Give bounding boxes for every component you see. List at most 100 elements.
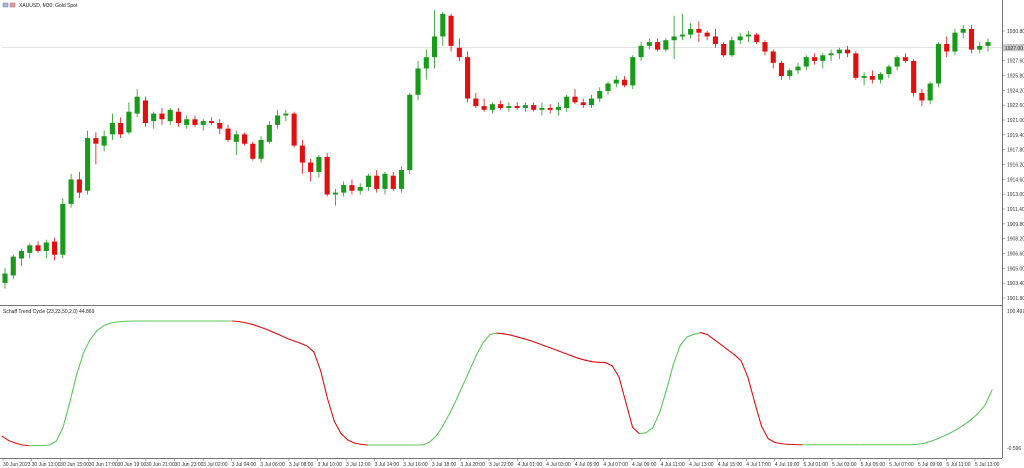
stc-panel[interactable] [1,320,993,447]
candle[interactable] [365,173,372,191]
candle[interactable] [142,96,148,127]
candle[interactable] [688,23,694,39]
candle[interactable] [836,47,842,60]
candle[interactable] [555,102,562,116]
candle[interactable] [423,49,429,80]
candle[interactable] [316,155,322,178]
candle[interactable] [18,249,25,267]
candle[interactable] [968,25,975,54]
candle[interactable] [349,179,355,195]
candle[interactable] [811,53,818,65]
candle[interactable] [217,119,223,135]
candle[interactable] [233,130,239,155]
candle[interactable] [258,136,264,163]
candle[interactable] [27,243,33,259]
candle[interactable] [522,102,528,112]
candle[interactable] [208,117,215,125]
candle[interactable] [481,98,487,112]
candle[interactable] [894,55,900,71]
candle[interactable] [60,198,66,259]
candle[interactable] [250,141,256,161]
candle[interactable] [431,10,438,69]
candle[interactable] [390,171,396,191]
candle[interactable] [952,28,958,56]
candle[interactable] [721,42,727,58]
candle[interactable] [456,38,462,61]
candle[interactable] [564,94,570,112]
candle[interactable] [35,241,41,253]
candle[interactable] [547,104,553,114]
candle[interactable] [795,62,801,75]
candle[interactable] [291,111,297,148]
candle[interactable] [588,94,595,108]
candle[interactable] [960,25,966,39]
candle[interactable] [737,32,743,44]
candle[interactable] [613,75,619,88]
candle[interactable] [101,130,107,152]
candle[interactable] [126,102,132,135]
candle[interactable] [539,102,545,116]
candle[interactable] [118,117,124,139]
candle[interactable] [605,81,611,95]
candle[interactable] [167,107,173,125]
candle[interactable] [580,98,586,108]
candle[interactable] [10,254,16,280]
candle[interactable] [68,173,74,208]
candle[interactable] [93,132,99,165]
candle[interactable] [241,132,248,146]
candle[interactable] [324,153,330,197]
candle[interactable] [704,30,710,41]
candle[interactable] [655,38,661,52]
candle[interactable] [448,13,454,52]
candle[interactable] [440,12,446,46]
candle[interactable] [630,55,636,90]
candle[interactable] [935,42,941,88]
candle[interactable] [770,49,776,69]
candle[interactable] [621,75,628,88]
candle[interactable] [886,64,892,78]
candle[interactable] [266,121,272,144]
candle[interactable] [696,21,702,43]
candle[interactable] [531,102,537,112]
candle[interactable] [572,89,578,105]
candle[interactable] [902,53,908,63]
candle[interactable] [308,158,314,182]
candle[interactable] [407,92,413,174]
candle[interactable] [357,183,363,195]
candle[interactable] [646,38,652,50]
candle[interactable] [927,81,933,105]
candle[interactable] [861,72,867,86]
candle[interactable] [109,113,115,140]
candle[interactable] [2,267,8,289]
candle[interactable] [762,40,768,56]
candle[interactable] [944,36,950,58]
candle[interactable] [52,237,58,261]
candle[interactable] [43,239,49,259]
candle[interactable] [869,70,875,84]
candle[interactable] [845,45,851,58]
candle[interactable] [820,53,826,69]
candle[interactable] [184,115,190,129]
candle[interactable] [977,42,983,54]
candle[interactable] [398,166,405,193]
candle[interactable] [299,139,305,174]
candle[interactable] [671,15,677,60]
candle[interactable] [853,51,859,80]
candle[interactable] [275,109,281,129]
candle[interactable] [374,170,380,193]
candle[interactable] [787,68,793,80]
candle[interactable] [76,171,82,199]
candle[interactable] [159,107,165,125]
candle[interactable] [778,60,785,80]
candle[interactable] [192,115,198,127]
candle[interactable] [663,38,669,52]
candle[interactable] [745,30,752,43]
candle[interactable] [754,32,760,44]
candle[interactable] [332,188,338,206]
candle[interactable] [985,38,991,52]
candle[interactable] [473,92,479,108]
candle[interactable] [465,51,471,103]
candle[interactable] [225,124,231,142]
candle[interactable] [597,87,603,103]
candle[interactable] [151,111,157,129]
